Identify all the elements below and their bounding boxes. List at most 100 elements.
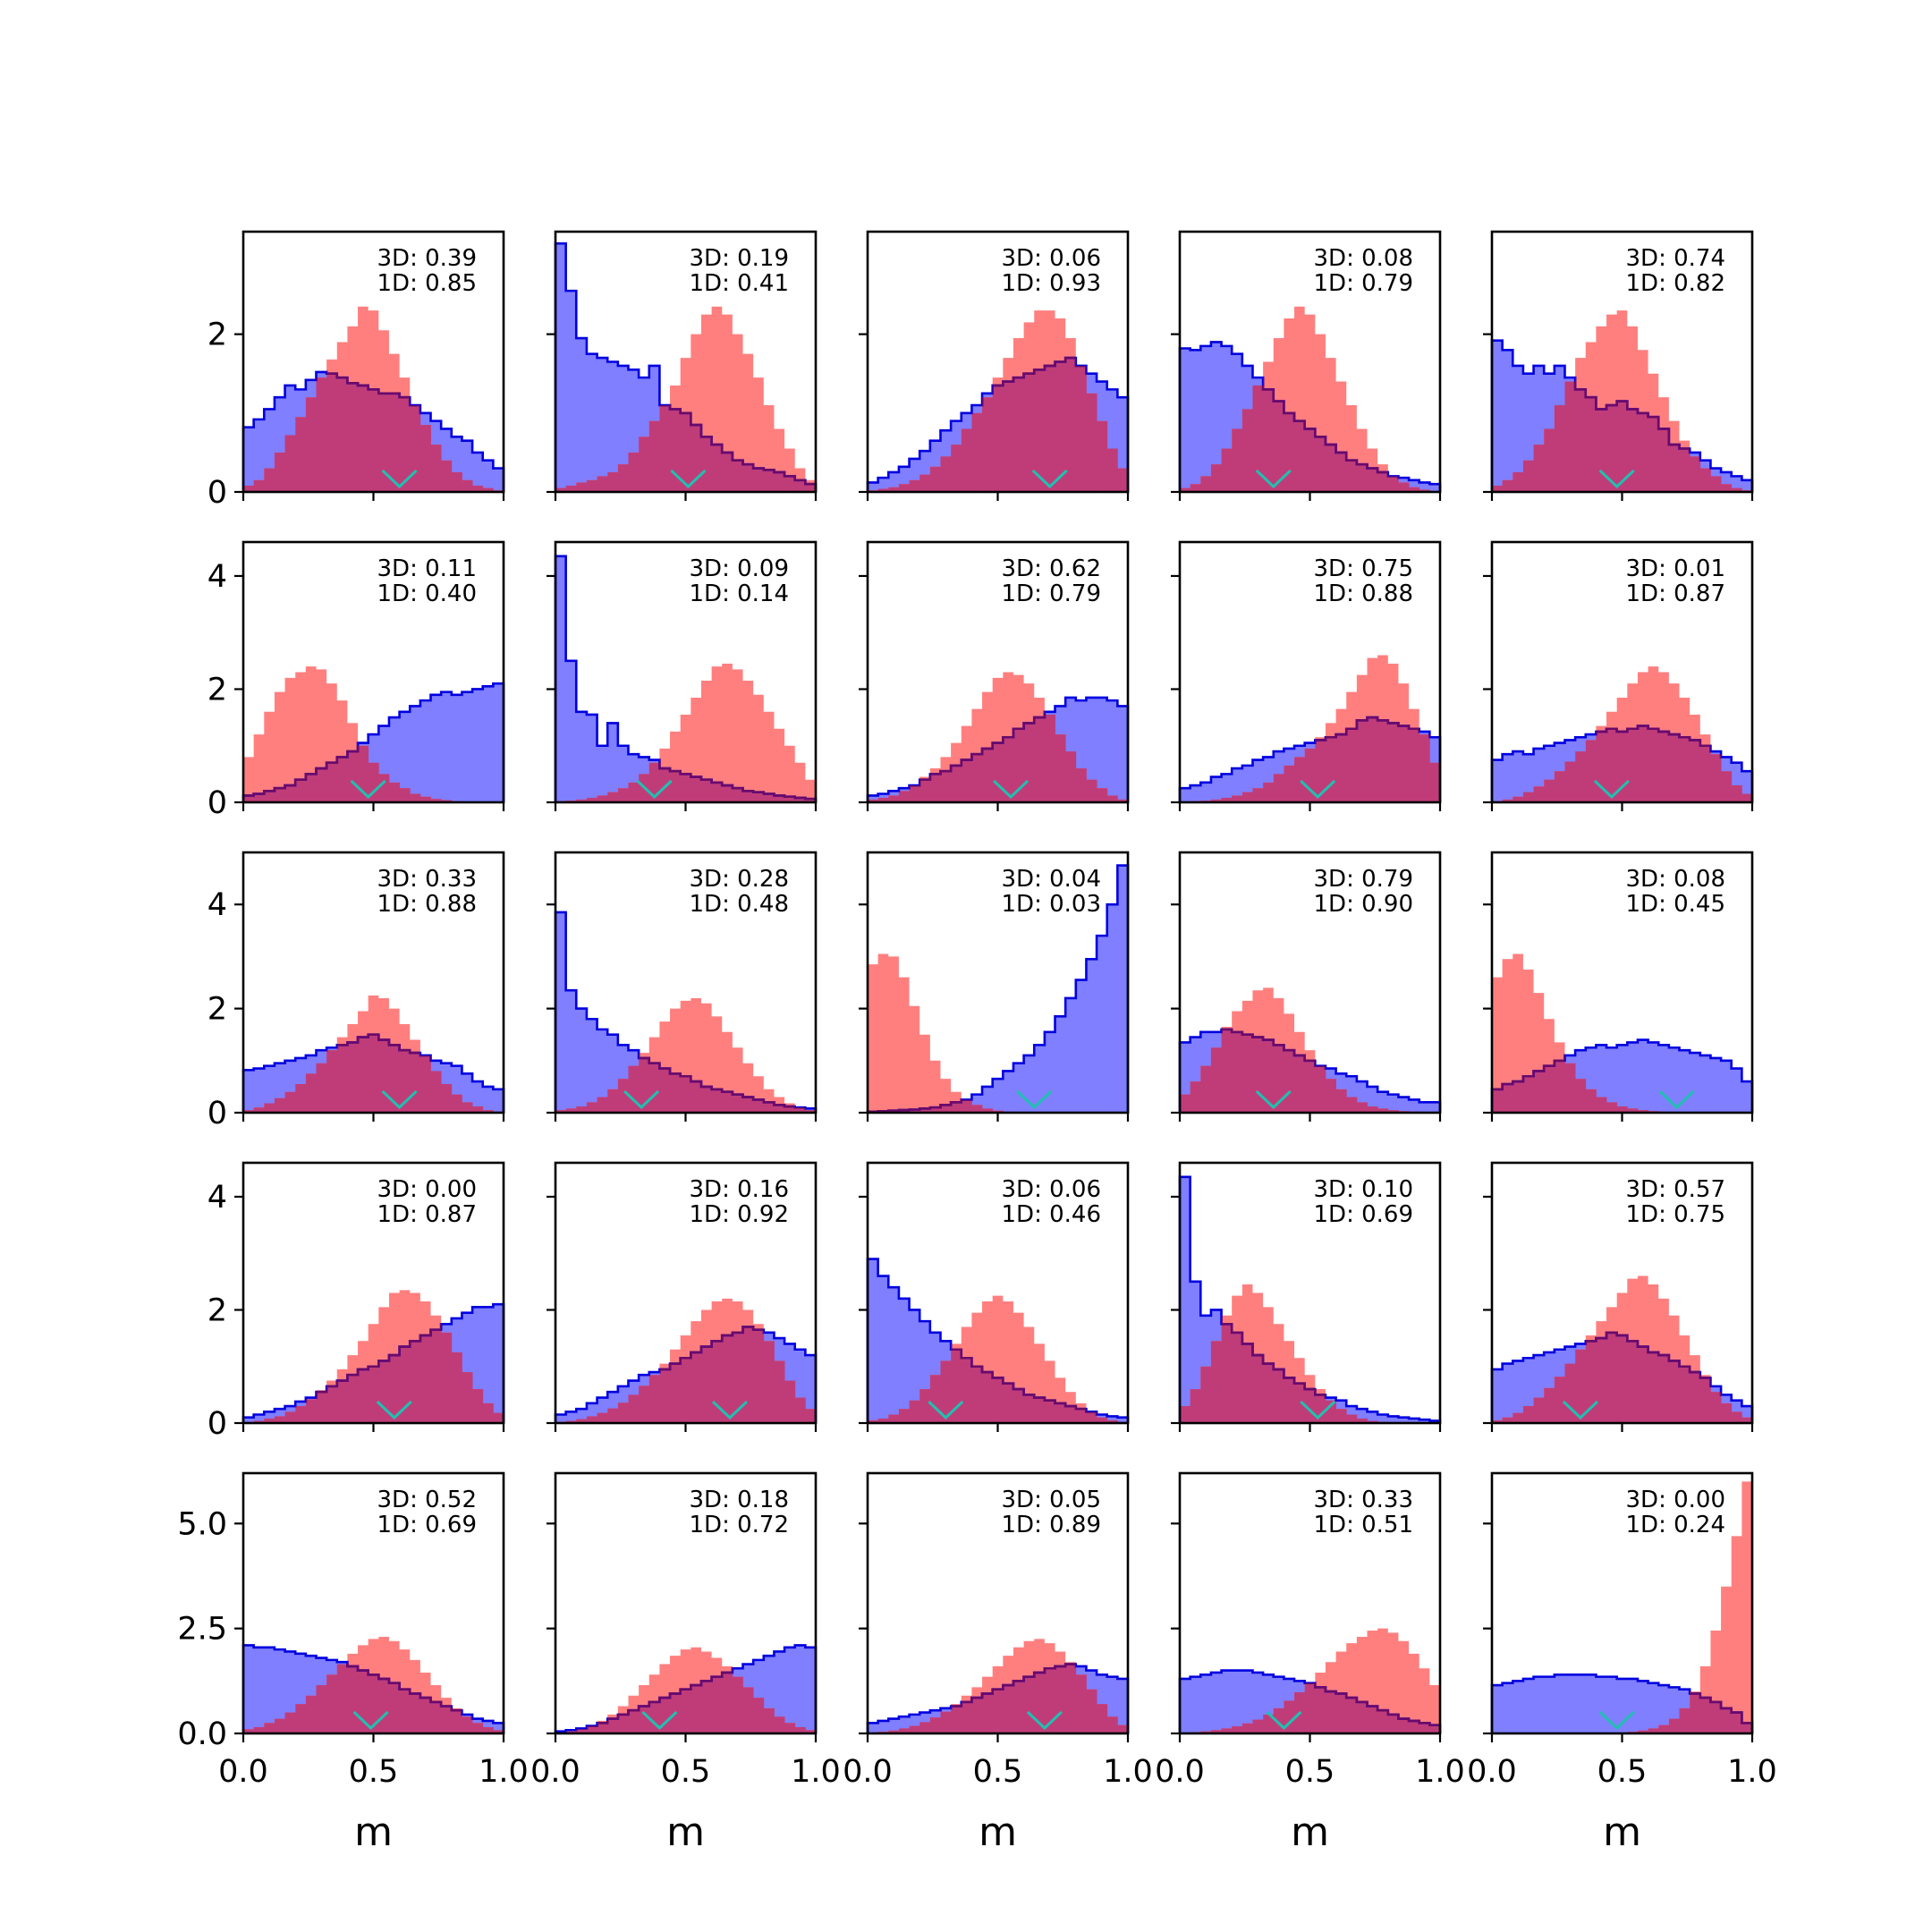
overlap-bar <box>919 474 931 492</box>
overlap-bar <box>451 1094 462 1113</box>
overlap-bar <box>639 1057 650 1113</box>
overlap-bar <box>1335 734 1347 802</box>
overlap-bar <box>1221 448 1233 492</box>
blue-histogram-fill <box>555 243 816 492</box>
overlap-bar <box>691 1081 702 1113</box>
overlap-bar <box>1086 393 1097 492</box>
overlap-bar <box>940 1360 952 1423</box>
overlap-bar <box>419 796 431 802</box>
overlap-bar <box>1023 373 1035 492</box>
overlap-bar <box>794 1397 806 1423</box>
overlap-bar <box>1377 1108 1389 1113</box>
overlap-bar <box>1263 1363 1275 1423</box>
overlap-bar <box>940 1105 952 1113</box>
overlap-bar <box>1616 1106 1628 1113</box>
overlap-bar <box>1522 1076 1534 1113</box>
overlap-bar <box>597 1097 608 1113</box>
overlap-bar <box>336 1664 348 1733</box>
overlap-bar <box>576 799 588 802</box>
overlap-bar <box>295 1083 307 1113</box>
overlap-bar <box>1409 1720 1420 1733</box>
overlap-bar <box>1502 1417 1513 1423</box>
marker-chevron-icon <box>1300 1400 1336 1420</box>
overlap-bar <box>742 464 754 492</box>
overlap-bar <box>1564 1363 1576 1423</box>
overlap-bar <box>586 1416 597 1423</box>
overlap-bar <box>316 1685 327 1733</box>
x-tick-label: 0.5 <box>661 1754 711 1790</box>
overlap-bar <box>565 1108 577 1113</box>
overlap-bar <box>388 1045 400 1113</box>
marker-chevron-icon <box>641 1710 678 1731</box>
overlap-bar <box>1106 1419 1118 1423</box>
label-1d: 1D: 0.40 <box>377 580 477 607</box>
overlap-bar <box>1575 751 1587 802</box>
overlap-bar <box>951 445 962 492</box>
label-1d: 1D: 0.24 <box>1626 1512 1725 1538</box>
overlap-bar <box>1232 1332 1243 1423</box>
overlap-bar <box>961 1701 972 1733</box>
overlap-bar <box>951 765 962 802</box>
label-3d: 3D: 0.01 <box>1626 555 1725 582</box>
overlap-bar <box>410 405 421 492</box>
overlap-bar <box>1335 1409 1347 1423</box>
overlap-bar <box>691 776 702 802</box>
overlap-bar <box>576 1729 588 1733</box>
overlap-bar <box>1637 725 1648 802</box>
label-1d: 1D: 0.92 <box>690 1201 789 1228</box>
y-tick-label: 0 <box>208 1406 227 1442</box>
overlap-bar <box>305 397 317 492</box>
overlap-bar <box>680 1689 691 1733</box>
overlap-bar <box>305 1073 317 1113</box>
overlap-bar <box>1699 468 1711 492</box>
overlap-bar <box>722 1091 733 1113</box>
overlap-bar <box>1637 412 1648 492</box>
x-tick-label: 0.0 <box>1155 1754 1205 1790</box>
overlap-bar <box>399 1689 411 1733</box>
overlap-bar <box>774 795 785 802</box>
overlap-bar <box>1190 484 1201 492</box>
overlap-bar <box>898 1728 910 1733</box>
overlap-bar <box>1252 1355 1264 1423</box>
overlap-bar <box>419 425 431 492</box>
overlap-bar <box>1544 779 1555 802</box>
marker-chevron-icon <box>376 1400 412 1420</box>
overlap-bar <box>1065 751 1077 802</box>
overlap-bar <box>1522 792 1534 802</box>
overlap-bar <box>1325 1079 1336 1113</box>
y-tick-label: 4 <box>208 1180 227 1216</box>
overlap-bar <box>451 1710 462 1733</box>
overlap-bar <box>253 793 265 802</box>
overlap-bar <box>898 484 910 492</box>
overlap-bar <box>295 417 307 492</box>
overlap-bar <box>472 1723 484 1733</box>
blue-histogram-fill <box>243 683 504 802</box>
overlap-bar <box>1065 1406 1077 1423</box>
label-1d: 1D: 0.03 <box>1002 891 1101 918</box>
overlap-bar <box>1419 734 1430 802</box>
overlap-bar <box>597 1723 608 1733</box>
overlap-bar <box>1679 1707 1690 1733</box>
overlap-bar <box>1606 1102 1618 1113</box>
label-1d: 1D: 0.82 <box>1626 270 1725 297</box>
red-histogram-fill <box>868 953 1128 1113</box>
overlap-bar <box>555 1110 567 1113</box>
overlap-bar <box>378 1678 390 1733</box>
label-1d: 1D: 0.87 <box>1626 580 1725 607</box>
overlap-bar <box>1721 484 1733 492</box>
overlap-bar <box>1721 1707 1733 1733</box>
overlap-bar <box>555 487 567 492</box>
overlap-bar <box>961 759 972 802</box>
overlap-bar <box>1398 482 1410 492</box>
overlap-bar <box>1409 487 1420 492</box>
overlap-bar <box>1023 723 1035 802</box>
label-1d: 1D: 0.48 <box>690 891 789 918</box>
overlap-bar <box>659 1368 671 1423</box>
overlap-bar <box>1690 456 1701 492</box>
overlap-bar <box>1387 1110 1399 1113</box>
overlap-bar <box>1263 1039 1275 1113</box>
